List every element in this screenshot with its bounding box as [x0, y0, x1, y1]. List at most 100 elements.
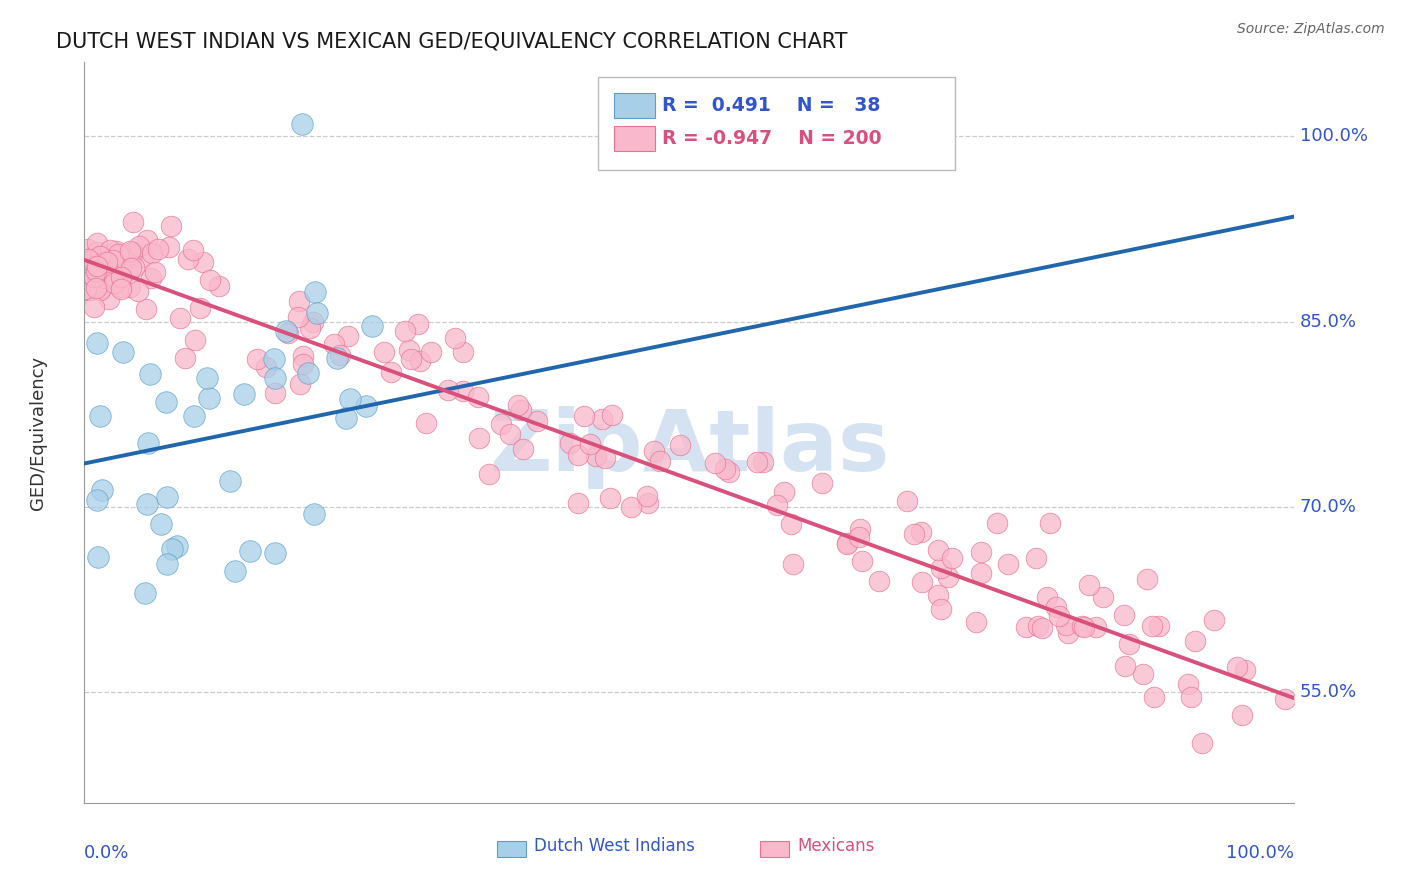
Point	[122, 260, 145, 274]
Point	[139, 367, 162, 381]
Point	[868, 574, 890, 589]
Point	[94, 271, 117, 285]
Point	[173, 351, 195, 365]
Point	[80, 268, 103, 282]
Point	[291, 350, 314, 364]
Point	[394, 324, 416, 338]
Point	[160, 542, 183, 557]
Point	[103, 252, 125, 267]
Point	[380, 365, 402, 379]
Point	[288, 376, 311, 391]
Text: R = -0.947    N = 200: R = -0.947 N = 200	[662, 129, 882, 148]
Point	[703, 456, 725, 470]
Point	[718, 465, 741, 479]
Point	[997, 557, 1019, 571]
Point	[86, 493, 108, 508]
Point	[191, 255, 214, 269]
Point	[299, 321, 322, 335]
Point	[79, 283, 101, 297]
Point	[146, 242, 169, 256]
Point	[108, 266, 131, 280]
FancyBboxPatch shape	[496, 840, 526, 857]
Point	[1047, 608, 1070, 623]
Point	[155, 395, 177, 409]
Point	[188, 301, 211, 315]
Point	[218, 474, 240, 488]
Point	[87, 550, 110, 565]
Text: Mexicans: Mexicans	[797, 837, 875, 855]
Point	[108, 260, 131, 275]
Point	[467, 390, 489, 404]
Point	[76, 242, 98, 256]
Point	[195, 370, 218, 384]
Point	[849, 522, 872, 536]
Point	[398, 343, 420, 357]
Point	[637, 496, 659, 510]
Point	[1136, 572, 1159, 586]
Point	[579, 436, 602, 450]
Point	[277, 326, 299, 340]
Point	[292, 357, 315, 371]
Point	[468, 431, 491, 445]
Point	[83, 300, 105, 314]
Point	[641, 117, 664, 131]
Point	[77, 269, 100, 284]
Point	[1274, 692, 1296, 706]
Point	[183, 334, 205, 348]
Point	[572, 409, 595, 424]
Point	[567, 448, 589, 462]
Point	[139, 270, 162, 285]
Point	[264, 371, 287, 385]
Point	[274, 324, 297, 338]
Point	[986, 516, 1008, 530]
Text: GED/Equivalency: GED/Equivalency	[30, 356, 48, 509]
Point	[87, 253, 110, 268]
Point	[183, 409, 205, 423]
Point	[773, 484, 796, 499]
Point	[747, 455, 769, 469]
Point	[1114, 658, 1136, 673]
Point	[478, 467, 501, 481]
Point	[98, 243, 121, 257]
Point	[593, 451, 616, 466]
Point	[851, 554, 873, 568]
FancyBboxPatch shape	[599, 78, 955, 169]
Point	[1226, 660, 1249, 674]
Point	[1031, 621, 1053, 635]
Point	[585, 450, 607, 464]
Point	[1025, 550, 1047, 565]
Point	[965, 615, 987, 629]
Point	[101, 260, 124, 274]
Point	[76, 282, 98, 296]
Text: 100.0%: 100.0%	[1299, 128, 1368, 145]
Point	[339, 392, 361, 406]
Point	[83, 269, 105, 284]
Point	[1234, 664, 1257, 678]
Point	[288, 293, 311, 308]
Point	[89, 249, 111, 263]
Point	[927, 542, 949, 557]
Point	[506, 398, 529, 412]
Point	[835, 537, 858, 551]
Point	[141, 246, 163, 260]
Point	[1039, 516, 1062, 530]
Point	[643, 443, 665, 458]
Point	[591, 412, 613, 426]
Point	[89, 257, 111, 271]
Point	[927, 588, 949, 602]
Point	[437, 384, 460, 398]
Point	[1180, 690, 1202, 705]
Point	[420, 345, 443, 359]
Point	[198, 273, 221, 287]
Text: 100.0%: 100.0%	[1226, 844, 1294, 862]
Point	[94, 257, 117, 271]
Point	[510, 403, 533, 417]
Point	[96, 268, 118, 283]
Point	[84, 264, 107, 278]
Point	[254, 359, 277, 374]
Point	[499, 426, 522, 441]
Point	[1147, 619, 1170, 633]
Point	[103, 268, 125, 283]
Text: 0.0%: 0.0%	[84, 844, 129, 862]
Point	[120, 244, 142, 259]
